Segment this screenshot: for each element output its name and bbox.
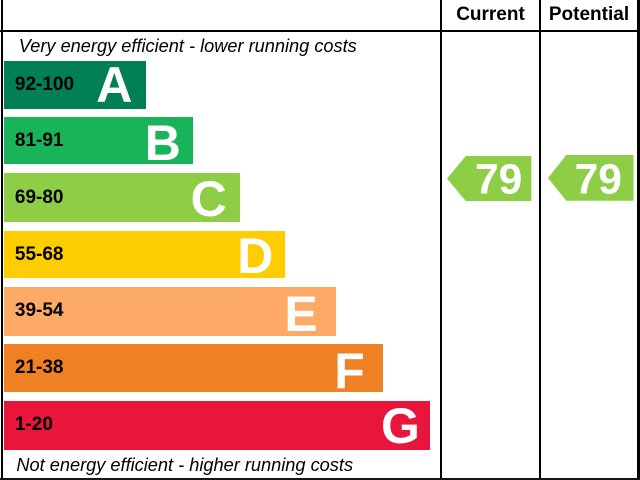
svg-text:79: 79	[475, 156, 522, 202]
svg-text:79: 79	[574, 156, 621, 201]
